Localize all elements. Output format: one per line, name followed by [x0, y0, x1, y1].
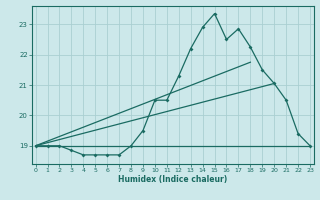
X-axis label: Humidex (Indice chaleur): Humidex (Indice chaleur) [118, 175, 228, 184]
